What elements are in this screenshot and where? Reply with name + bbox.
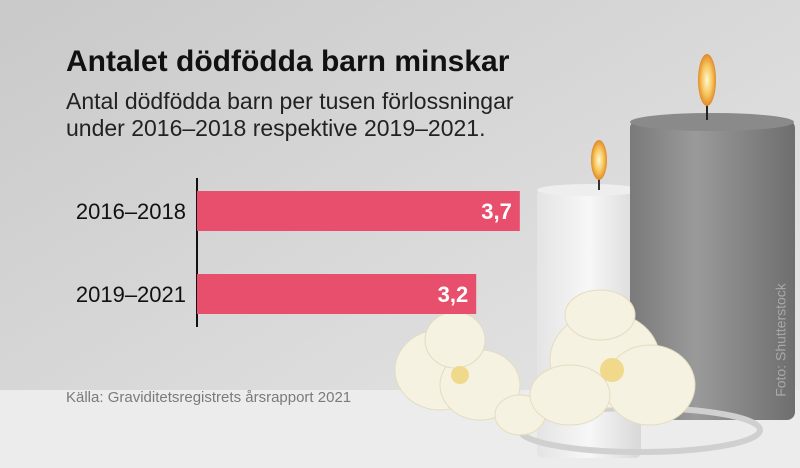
value-label: 3,7 bbox=[481, 199, 512, 224]
bar bbox=[197, 274, 477, 314]
source: Källa: Graviditetsregistrets årsrapport … bbox=[66, 389, 351, 406]
value-label: 3,2 bbox=[438, 282, 469, 307]
y-tick-label: 2016–2018 bbox=[76, 199, 186, 224]
photo-credit: Foto: Shutterstock bbox=[773, 282, 789, 397]
flowers bbox=[394, 289, 696, 436]
chart-subtitle: Antal dödfödda barn per tusen förlossnin… bbox=[66, 88, 514, 141]
bar bbox=[197, 191, 520, 231]
y-tick-label: 2019–2021 bbox=[76, 282, 186, 307]
chart-title: Antalet dödfödda barn minskar bbox=[66, 45, 510, 78]
